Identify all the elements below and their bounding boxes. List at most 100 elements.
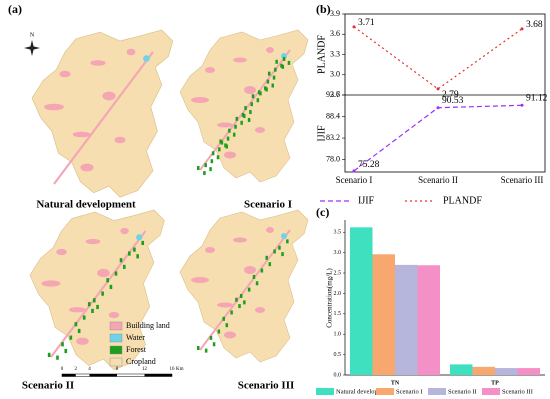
map-forest bbox=[217, 329, 221, 334]
map-forest bbox=[234, 124, 237, 129]
map-forest bbox=[235, 116, 239, 121]
map-forest bbox=[61, 342, 64, 347]
legend-swatch bbox=[428, 388, 446, 395]
map-forest bbox=[82, 315, 86, 320]
value-label: 90.53 bbox=[442, 96, 464, 106]
map-forest bbox=[273, 249, 276, 254]
map-title: Scenario II bbox=[22, 380, 74, 392]
map-water bbox=[281, 53, 287, 59]
map-forest bbox=[203, 171, 206, 176]
legend-label: Natural development bbox=[336, 388, 391, 395]
map bbox=[179, 209, 309, 363]
map-forest bbox=[252, 274, 256, 279]
map-building bbox=[255, 307, 265, 313]
scale-label: 4 bbox=[88, 367, 91, 372]
map-forest bbox=[204, 348, 208, 353]
point bbox=[520, 103, 524, 107]
x-tick-label: Scenario II bbox=[418, 175, 458, 185]
x-tick-label: Scenario III bbox=[501, 175, 544, 185]
map-building bbox=[76, 337, 89, 345]
map-building bbox=[108, 311, 120, 319]
map-building bbox=[120, 227, 129, 235]
map-legend-swatch bbox=[109, 321, 123, 331]
map bbox=[179, 29, 309, 183]
scale-segment bbox=[89, 374, 117, 377]
y-tick-label: 78.0 bbox=[326, 154, 340, 163]
map-forest bbox=[210, 159, 214, 164]
map-forest bbox=[281, 64, 285, 69]
y-tick-label: 2.5 bbox=[334, 270, 342, 276]
map-forest bbox=[106, 278, 109, 283]
map-forest bbox=[287, 60, 291, 65]
map-water bbox=[281, 233, 287, 239]
legend-swatch bbox=[316, 388, 334, 395]
map-forest bbox=[260, 268, 264, 273]
map-forest bbox=[91, 308, 94, 313]
map-forest bbox=[272, 75, 276, 80]
y-tick-label: 3.0 bbox=[330, 70, 340, 79]
scale-unit: Km bbox=[176, 367, 184, 372]
map-forest bbox=[197, 346, 200, 350]
bar bbox=[372, 254, 395, 375]
map bbox=[29, 209, 165, 371]
map-forest bbox=[280, 63, 283, 68]
north-label: N bbox=[30, 32, 35, 38]
map-forest bbox=[264, 86, 267, 91]
map-building bbox=[44, 103, 64, 111]
map-building bbox=[97, 268, 110, 278]
y-tick-label: 88.4 bbox=[326, 111, 340, 120]
bar bbox=[395, 264, 418, 375]
bar bbox=[517, 368, 540, 375]
map-forest bbox=[243, 300, 246, 305]
map-building bbox=[72, 131, 91, 138]
map-building bbox=[191, 277, 209, 283]
map-forest bbox=[267, 71, 271, 76]
map-building bbox=[224, 151, 236, 159]
map-building bbox=[224, 331, 236, 339]
map-forest bbox=[114, 271, 118, 276]
y-tick-label: 3.6 bbox=[330, 29, 340, 38]
map-forest bbox=[74, 322, 78, 327]
map-forest bbox=[257, 90, 261, 95]
map-forest bbox=[256, 98, 260, 103]
map-legend-label: Cropland bbox=[126, 357, 156, 366]
map-forest bbox=[266, 79, 270, 84]
map-forest bbox=[47, 352, 51, 357]
map-forest bbox=[197, 166, 200, 170]
point bbox=[352, 25, 356, 29]
map-forest bbox=[286, 239, 289, 244]
value-label: 3.68 bbox=[526, 20, 543, 30]
map-forest bbox=[101, 291, 104, 296]
legend-label: IJIF bbox=[358, 195, 375, 206]
map-forest bbox=[251, 94, 255, 99]
map-forest bbox=[77, 328, 81, 334]
map-title: Scenario III bbox=[238, 380, 295, 392]
x-tick-label: TN bbox=[391, 380, 400, 386]
map-building bbox=[233, 237, 247, 243]
point bbox=[352, 169, 356, 173]
map-forest bbox=[259, 91, 262, 96]
map-title: Scenario I bbox=[244, 199, 292, 211]
map-building bbox=[205, 67, 215, 73]
y-axis-label: PLANDF bbox=[316, 35, 327, 74]
map-forest bbox=[281, 252, 284, 257]
legend-label: PLANDF bbox=[443, 195, 482, 206]
y-tick-label: 3.3 bbox=[330, 49, 340, 58]
plot-frame bbox=[344, 13, 546, 173]
map-forest bbox=[211, 151, 215, 156]
map-forest bbox=[282, 56, 286, 61]
map-building bbox=[244, 86, 256, 94]
panel-label: (b) bbox=[316, 2, 331, 16]
map-building bbox=[59, 70, 71, 78]
y-tick-label: 83.2 bbox=[326, 133, 340, 142]
map-forest bbox=[225, 144, 228, 149]
x-tick-label: TP bbox=[491, 380, 499, 386]
map-forest bbox=[222, 316, 225, 321]
map-forest bbox=[87, 302, 91, 307]
map-forest bbox=[220, 140, 224, 145]
map-forest bbox=[212, 342, 216, 347]
map-legend-label: Water bbox=[126, 333, 145, 342]
panel-label: (c) bbox=[316, 205, 329, 219]
y-tick-label: 3.5 bbox=[334, 230, 342, 236]
